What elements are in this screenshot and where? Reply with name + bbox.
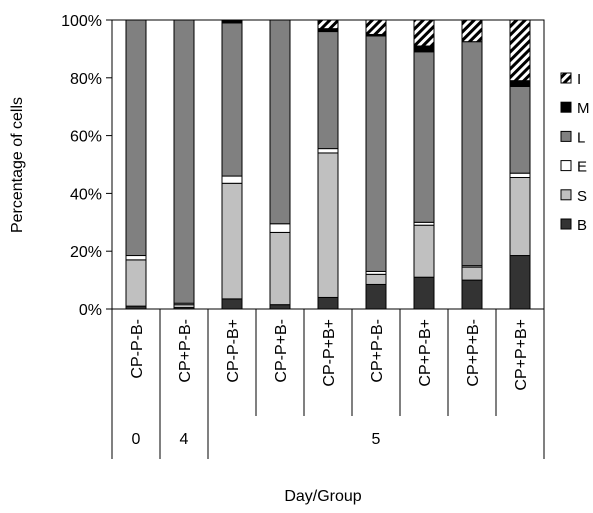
bar-segment-B-7 [413,276,435,310]
bar-segment-I-7 [413,19,435,47]
bar-segment-B-8 [461,279,483,310]
category-label-2: CP+P-B- [177,319,194,383]
bar-segment-L-5 [317,31,339,150]
bar-segment-E-1 [125,255,147,261]
bar-segment-L-1 [125,19,147,257]
category-label-8: CP+P+B- [465,319,482,387]
bar-segment-L-4 [269,19,291,225]
bar-segment-E-5 [317,148,339,154]
legend-swatch-S [560,189,572,201]
legend-swatch-M [560,101,572,113]
bar-segment-B-6 [365,283,387,310]
bar-segment-S-9 [509,177,531,257]
bar-segment-S-6 [365,273,387,285]
legend-swatch-E [560,160,572,172]
bar-segment-B-4 [269,304,291,310]
bar-segment-L-8 [461,41,483,267]
category-label-5: CP-P+B+ [321,319,338,387]
y-tick-label: 100% [61,13,102,30]
y-axis-title: Percentage of cells [9,97,26,233]
bar-segment-I-8 [461,19,483,43]
bar-segment-B-3 [221,298,243,310]
bar-segment-M-3 [221,19,243,24]
category-label-6: CP+P-B- [369,319,386,383]
x-axis: CP-P-B- CP+P-B- CP-P-B+ CP-P+B- CP-P+B+ CP+P-… [111,309,545,459]
legend-label-L: L [577,129,585,146]
bar-segment-S-1 [125,259,147,307]
legend-swatch-I [560,72,572,84]
bar-segment-E-3 [221,175,243,184]
category-label-9: CP+P+B+ [513,319,530,391]
day-group-label: 5 [372,431,381,448]
y-tick-label: 60% [70,129,102,146]
bar-segment-L-6 [365,35,387,272]
legend-swatch-L [560,130,572,142]
legend-swatch-B [560,218,572,230]
bar-segment-I-5 [317,19,339,30]
plot-area [111,19,545,310]
category-label-3: CP-P-B+ [225,319,242,383]
y-axis: 0% 20% 40% 60% 80% 100% [61,13,112,319]
category-label-7: CP+P-B+ [417,319,434,387]
legend-label-M: M [577,100,590,117]
day-group-label: 4 [180,431,189,448]
bar-segment-B-9 [509,255,531,310]
y-tick-label: 0% [79,302,102,319]
y-tick-label: 20% [70,244,102,261]
category-label-4: CP-P+B- [273,319,290,383]
category-label-1: CP-P-B- [129,319,146,379]
y-tick-label: 80% [70,71,102,88]
bar-segment-M-7 [413,45,435,53]
bar-segment-E-4 [269,223,291,233]
legend-label-E: E [577,159,587,176]
legend-label-B: B [577,217,587,234]
bar-segment-L-7 [413,51,435,223]
bar-segment-E-9 [509,172,531,179]
bar-segment-S-4 [269,231,291,306]
bar-segment-M-9 [509,80,531,87]
legend-label-I: I [577,71,581,88]
day-group-label: 0 [132,431,141,448]
legend-label-S: S [577,188,587,205]
bar-segment-L-9 [509,85,531,174]
bar-segment-I-6 [365,19,387,35]
y-tick-label: 40% [70,186,102,203]
bar-segment-S-8 [461,266,483,281]
bar-segment-S-3 [221,182,243,300]
bar-segment-L-2 [173,19,195,304]
bar-segment-S-5 [317,152,339,298]
bar-segment-B-5 [317,296,339,310]
x-axis-title: Day/Group [284,488,361,505]
bar-segment-S-7 [413,224,435,278]
bar-segment-I-9 [509,19,531,82]
bar-segment-L-3 [221,22,243,177]
